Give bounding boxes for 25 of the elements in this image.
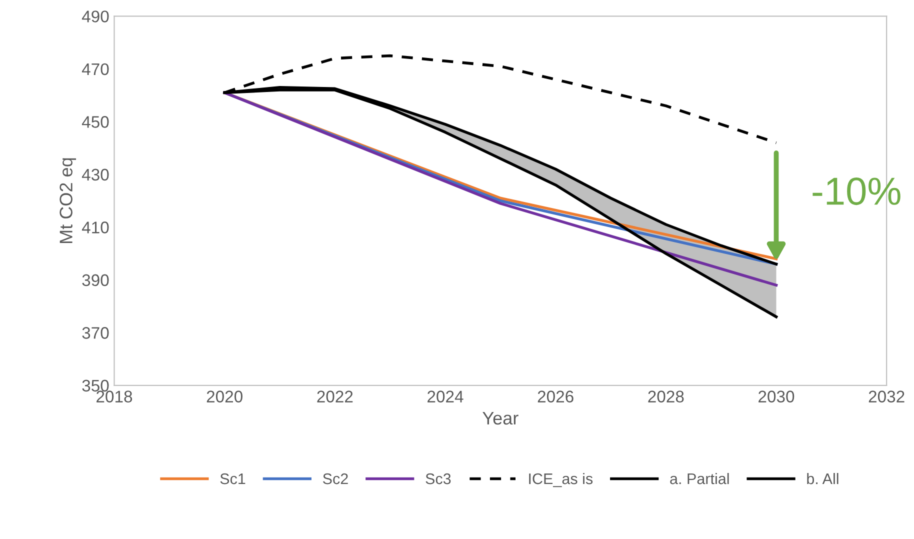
x-tick-label: 2022 xyxy=(317,390,353,402)
y-tick-label: 370 xyxy=(82,327,109,339)
y-tick-label: 470 xyxy=(82,63,109,76)
legend-label: Sc3 xyxy=(426,473,451,484)
x-tick-label: 2030 xyxy=(758,390,794,402)
x-tick-label: 2024 xyxy=(428,390,464,402)
x-tick-label: 2028 xyxy=(648,390,684,402)
x-tick-label: 2026 xyxy=(538,390,574,402)
x-tick-label: 2018 xyxy=(96,390,132,402)
y-tick-label: 350 xyxy=(82,380,109,392)
legend-label: Sc2 xyxy=(322,473,348,484)
y-tick-label: 410 xyxy=(82,222,109,234)
legend-label: b. All xyxy=(807,472,838,484)
y-tick-label: 450 xyxy=(82,116,109,128)
x-tick-label: 2020 xyxy=(206,390,242,402)
annotation: -10% xyxy=(812,178,900,206)
y-tick-label: 490 xyxy=(82,10,109,22)
legend-label: ICE_as is xyxy=(529,472,593,488)
legend-label: Sc1 xyxy=(220,473,246,484)
y-axis-title: Mt CO2 eq xyxy=(60,158,76,243)
y-tick-label: 390 xyxy=(82,274,109,286)
y-tick-label: 430 xyxy=(82,168,109,181)
x-tick-label: 2032 xyxy=(868,390,904,402)
legend-label: a. Partial xyxy=(670,472,729,484)
x-axis-title: Year xyxy=(482,412,518,425)
